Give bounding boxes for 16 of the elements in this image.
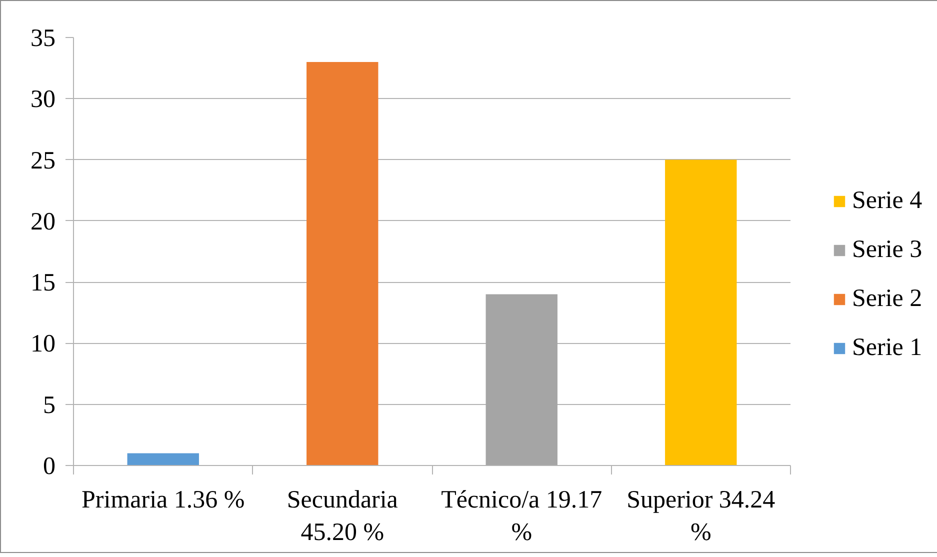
x-tick-label: Técnico/a 19.17 % [441,486,602,546]
y-tick-label: 10 [30,330,56,358]
y-tick-label: 0 [43,453,56,480]
y-tick-label: 35 [30,25,56,52]
legend-label: Serie 3 [852,236,922,264]
x-tick-label: Primaria 1.36 % [82,486,245,514]
y-tick-label: 30 [30,86,56,114]
legend-label: Serie 2 [852,285,922,313]
legend-label: Serie 4 [852,187,922,215]
x-tick-label: Superior 34.24 % [626,486,776,546]
x-tick-label: Secundaria 45.20 % [286,486,398,546]
y-tick-label: 5 [43,392,56,419]
y-tick-label: 15 [30,270,56,297]
y-tick-label: 25 [30,147,56,174]
y-tick-label: 20 [30,208,56,236]
legend-label: Serie 1 [852,334,922,362]
